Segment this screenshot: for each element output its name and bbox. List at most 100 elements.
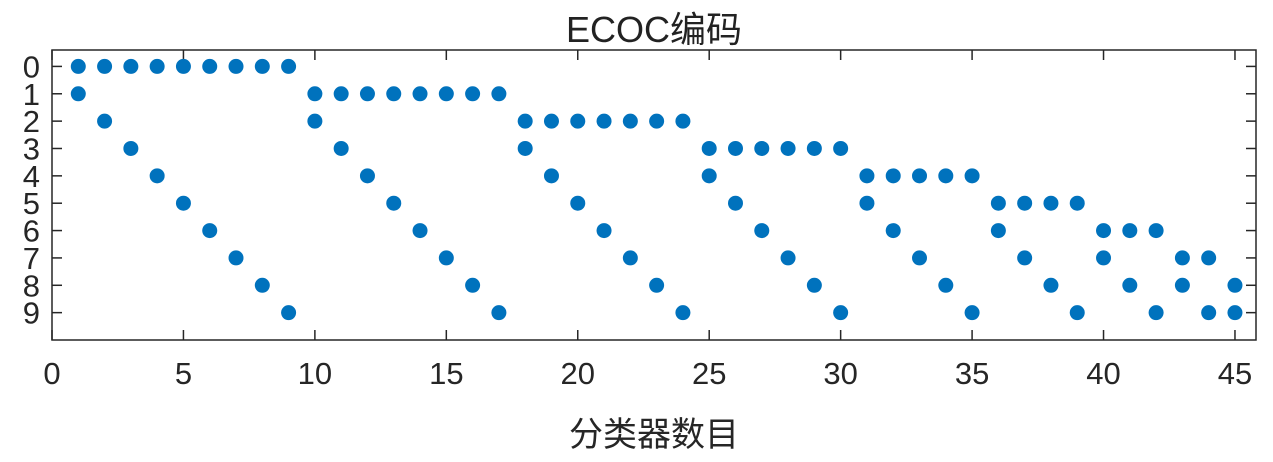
data-point: [833, 305, 849, 321]
data-point: [780, 250, 796, 266]
data-point: [675, 305, 691, 321]
data-point: [1017, 195, 1033, 211]
y-tick-label: 7: [23, 241, 40, 276]
data-point: [97, 58, 113, 74]
data-point: [833, 140, 849, 156]
x-tick-label: 10: [298, 356, 332, 391]
data-point: [254, 277, 270, 293]
data-point: [1148, 305, 1164, 321]
data-point: [622, 113, 638, 129]
y-tick-label: 5: [23, 186, 40, 221]
data-point: [885, 168, 901, 184]
data-point: [123, 140, 139, 156]
data-point: [543, 168, 559, 184]
data-point: [465, 86, 481, 102]
data-point: [754, 223, 770, 239]
data-point: [175, 195, 191, 211]
data-point: [701, 140, 717, 156]
x-tick-label: 35: [955, 356, 989, 391]
data-point: [412, 223, 428, 239]
data-point: [1148, 223, 1164, 239]
data-point: [517, 140, 533, 156]
x-tick-label: 30: [823, 356, 857, 391]
data-point: [386, 195, 402, 211]
data-point: [990, 223, 1006, 239]
data-point: [1122, 223, 1138, 239]
data-point: [859, 168, 875, 184]
data-point: [596, 113, 612, 129]
data-point: [228, 58, 244, 74]
x-tick-label: 45: [1218, 356, 1252, 391]
data-point: [806, 140, 822, 156]
data-point: [1174, 250, 1190, 266]
data-point: [622, 250, 638, 266]
data-point: [281, 58, 297, 74]
y-tick-label: 6: [23, 214, 40, 249]
data-point: [386, 86, 402, 102]
y-tick-label: 2: [23, 104, 40, 139]
data-point: [333, 140, 349, 156]
data-point: [1122, 277, 1138, 293]
data-point: [964, 305, 980, 321]
data-point: [412, 86, 428, 102]
data-points: [70, 58, 1243, 321]
x-tick-label: 20: [561, 356, 595, 391]
y-tick-label: 3: [23, 131, 40, 166]
data-point: [990, 195, 1006, 211]
data-point: [727, 195, 743, 211]
data-point: [570, 195, 586, 211]
data-point: [1043, 277, 1059, 293]
data-point: [649, 277, 665, 293]
data-point: [228, 250, 244, 266]
data-point: [1096, 223, 1112, 239]
x-tick-label: 15: [429, 356, 463, 391]
data-point: [754, 140, 770, 156]
data-point: [938, 277, 954, 293]
y-tick-label: 4: [23, 159, 40, 194]
data-point: [885, 223, 901, 239]
data-point: [307, 113, 323, 129]
data-point: [438, 86, 454, 102]
x-tick-label: 40: [1086, 356, 1120, 391]
data-point: [806, 277, 822, 293]
y-tick-label: 1: [23, 77, 40, 112]
data-point: [359, 86, 375, 102]
x-axis-label: 分类器数目: [569, 415, 739, 455]
data-point: [1174, 277, 1190, 293]
data-point: [596, 223, 612, 239]
plot-area-box: [51, 49, 1257, 341]
data-point: [570, 113, 586, 129]
data-point: [149, 168, 165, 184]
y-tick-label: 9: [23, 296, 40, 331]
x-tick-label: 0: [43, 356, 60, 391]
data-point: [175, 58, 191, 74]
data-point: [97, 113, 113, 129]
data-point: [491, 305, 507, 321]
data-point: [202, 58, 218, 74]
data-point: [70, 58, 86, 74]
data-point: [333, 86, 349, 102]
data-point: [307, 86, 323, 102]
data-point: [1201, 250, 1217, 266]
y-tick-label: 0: [23, 49, 40, 84]
data-point: [281, 305, 297, 321]
data-point: [1069, 305, 1085, 321]
data-point: [859, 195, 875, 211]
data-point: [517, 113, 533, 129]
data-point: [70, 86, 86, 102]
chart-title: ECOC编码: [566, 9, 742, 50]
data-point: [912, 168, 928, 184]
data-point: [1096, 250, 1112, 266]
data-point: [465, 277, 481, 293]
data-point: [675, 113, 691, 129]
data-point: [491, 86, 507, 102]
data-point: [149, 58, 165, 74]
data-point: [202, 223, 218, 239]
data-point: [1227, 277, 1243, 293]
data-point: [1201, 305, 1217, 321]
data-point: [1043, 195, 1059, 211]
data-point: [780, 140, 796, 156]
x-tick-label: 5: [175, 356, 192, 391]
